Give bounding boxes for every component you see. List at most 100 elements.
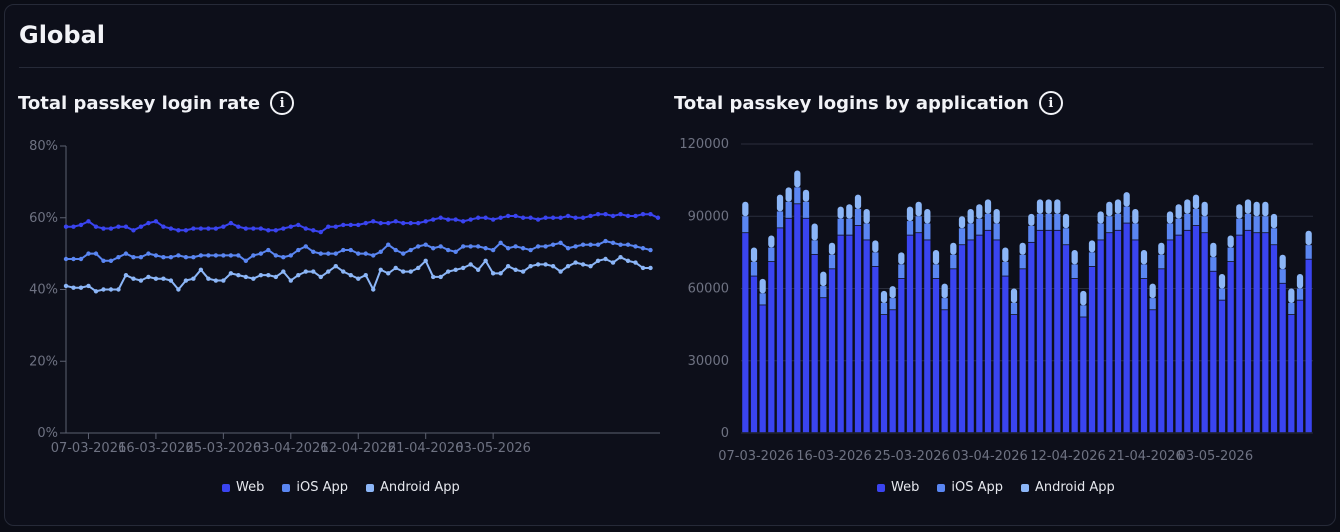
data-point-web [348,222,353,228]
data-point-android [191,276,196,281]
bar-segment-android [1253,201,1260,217]
bar-segment-ios [1236,218,1243,235]
legend-item-ios[interactable]: iOS App [937,480,1003,495]
data-point-web [311,228,316,233]
data-point-ios [363,251,368,256]
data-point-android [386,271,391,276]
bar-segment-android [1045,199,1052,214]
bar-segment-android [898,252,905,265]
data-point-web [550,215,556,220]
bar-segment-web [846,235,853,433]
data-point-web [483,215,488,220]
data-point-ios [326,251,331,256]
y-tick-label: 30000 [688,354,729,369]
data-point-android [648,265,653,271]
bar-segment-web [802,218,810,433]
data-point-ios [333,251,338,256]
info-icon[interactable]: i [270,91,295,115]
bar-segment-android [1028,213,1035,226]
data-point-ios [281,255,286,260]
title-divider [19,67,1324,68]
bar-segment-android [1175,204,1182,219]
data-point-ios [273,253,279,258]
bar-segment-ios [768,247,775,262]
data-point-web [603,211,608,217]
data-point-web [341,222,346,228]
bar-segment-ios [1002,262,1009,276]
y-tick-label: 60% [29,211,58,226]
bar-segment-ios [1088,252,1096,267]
legend-item-android[interactable]: Android App [1020,480,1115,495]
data-point-ios [123,251,129,256]
data-point-ios [101,258,106,263]
bar-segment-ios [1262,216,1269,233]
x-tick-label: 03-04-2026 [952,449,1028,464]
data-point-ios [93,251,99,256]
data-point-android [633,260,638,265]
bar-segment-android [1132,209,1139,224]
bar-segment-web [1071,278,1078,433]
data-point-web [123,224,129,229]
data-point-android [131,276,136,281]
data-point-ios [618,242,623,247]
bar-segment-ios [984,213,992,230]
data-point-web [386,220,391,226]
bar-segment-web [1201,233,1208,433]
data-point-ios [460,244,466,249]
bar-segment-android [742,201,749,217]
bar-segment-web [1262,233,1269,433]
bar-segment-android [1184,199,1191,214]
data-point-android [288,278,294,283]
data-point-android [213,278,219,283]
data-point-web [206,226,211,231]
bar-segment-ios [1192,209,1200,226]
legend-item-web[interactable]: Web [877,480,919,495]
data-point-android [251,276,256,281]
data-point-android [221,278,226,283]
y-tick-label: 60000 [688,282,729,297]
bar-segment-web [1010,314,1018,433]
data-point-ios [438,244,443,249]
info-icon[interactable]: i [1038,91,1063,115]
bar-segment-android [794,170,801,188]
data-point-ios [236,253,241,258]
bar-segment-web [759,305,766,433]
bar-segment-ios [854,209,862,226]
bar-segment-web [1279,283,1286,433]
bar-segment-web [1062,245,1070,433]
bar-segment-web [1270,245,1278,433]
bar-segment-ios [1175,218,1182,235]
data-point-web [93,224,99,229]
bar-segment-ios [750,262,758,276]
bar-segment-android [1218,274,1226,289]
legend-swatch-ios [937,483,946,492]
bar-segment-web [993,240,1000,433]
data-point-android [243,274,249,280]
data-point-ios [610,240,616,246]
x-tick-label: 25-03-2026 [874,449,950,464]
data-point-android [588,263,593,269]
legend-item-android[interactable]: Android App [365,480,460,495]
legend-item-ios[interactable]: iOS App [282,480,348,495]
data-point-ios [393,247,398,253]
data-point-web [475,215,481,220]
data-point-ios [296,247,301,253]
data-point-web [401,220,406,226]
bar-segment-android [1288,288,1295,303]
data-point-android [153,276,159,281]
x-tick-label: 12-04-2026 [320,441,396,456]
data-point-ios [543,244,548,249]
legend-item-web[interactable]: Web [222,480,264,495]
bar-segment-android [759,278,766,294]
bar-segment-android [854,194,862,210]
data-point-android [505,263,511,269]
data-point-android [78,285,84,290]
bar-segment-ios [889,298,896,310]
bar-segment-ios [1097,223,1104,240]
bar-segment-web [1149,310,1156,433]
data-point-web [236,224,241,229]
bar-segment-ios [863,223,870,240]
y-tick-label: 80% [29,139,58,154]
data-point-android [490,271,496,276]
data-point-web [625,213,631,219]
